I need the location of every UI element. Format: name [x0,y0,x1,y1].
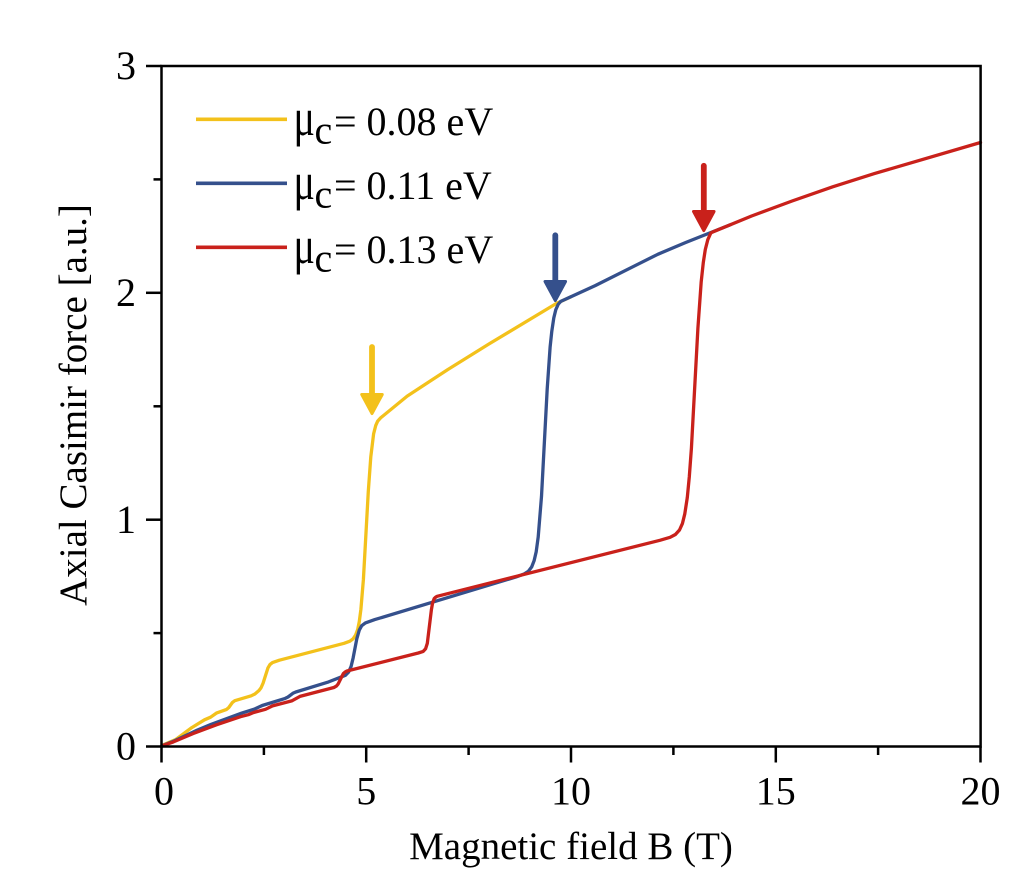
svg-text:c: c [315,236,333,281]
svg-text:5: 5 [356,769,376,814]
svg-text:c: c [315,108,333,153]
svg-text:2: 2 [116,270,136,315]
svg-text:c: c [315,172,333,217]
svg-text:0: 0 [116,724,136,769]
svg-text:0: 0 [154,769,174,814]
svg-text:μ: μ [294,89,315,148]
svg-text:Axial Casimir force [a.u.]: Axial Casimir force [a.u.] [52,204,95,606]
svg-text:= 0.13 eV: = 0.13 eV [334,227,493,272]
svg-text:3: 3 [116,43,136,88]
svg-text:= 0.11 eV: = 0.11 eV [334,163,492,208]
svg-text:1: 1 [116,497,136,542]
svg-text:= 0.08 eV: = 0.08 eV [334,99,493,144]
svg-text:10: 10 [551,769,591,814]
svg-text:20: 20 [961,769,1001,814]
svg-text:15: 15 [756,769,796,814]
svg-text:Magnetic field B (T): Magnetic field B (T) [409,825,733,868]
svg-text:μ: μ [294,217,315,276]
svg-text:μ: μ [294,153,315,212]
